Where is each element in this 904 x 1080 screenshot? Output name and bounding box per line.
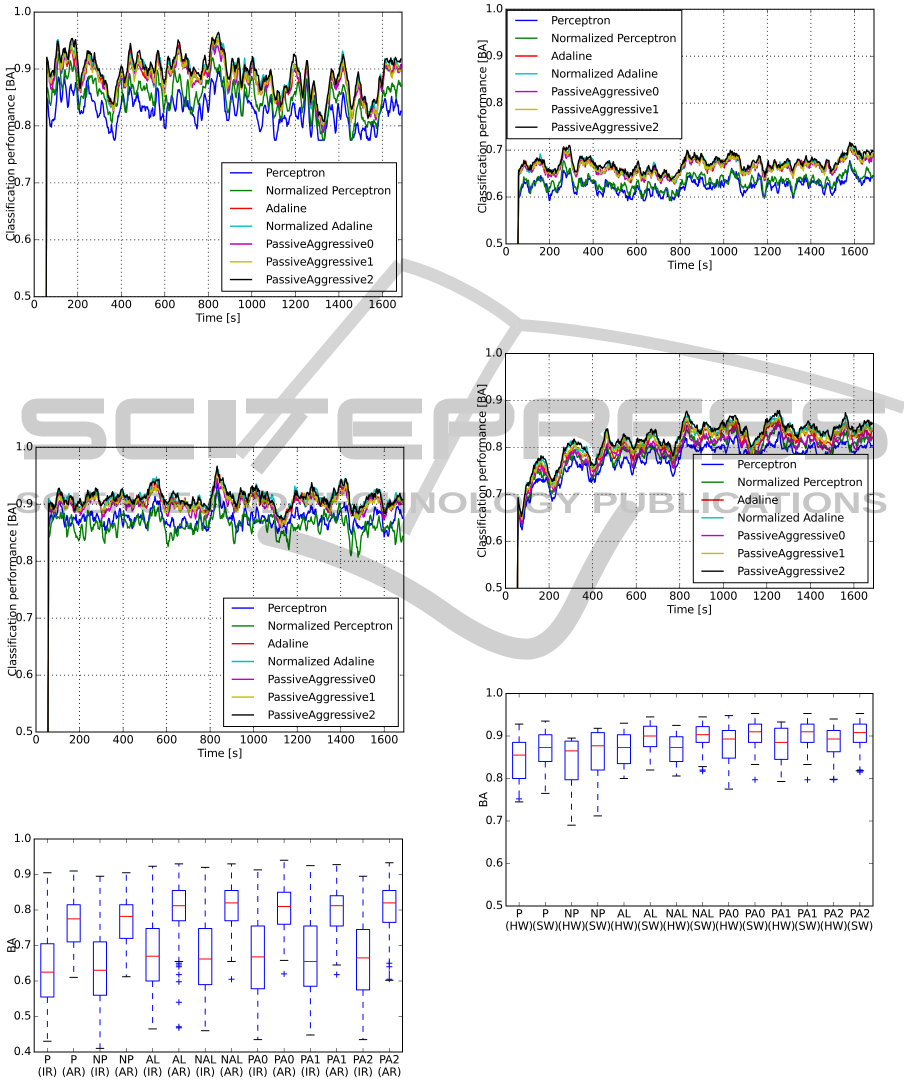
- svg-text:SCIENCE AND TECHNOLOGY PUBLICA: SCIENCE AND TECHNOLOGY PUBLICATIONS: [15, 487, 888, 520]
